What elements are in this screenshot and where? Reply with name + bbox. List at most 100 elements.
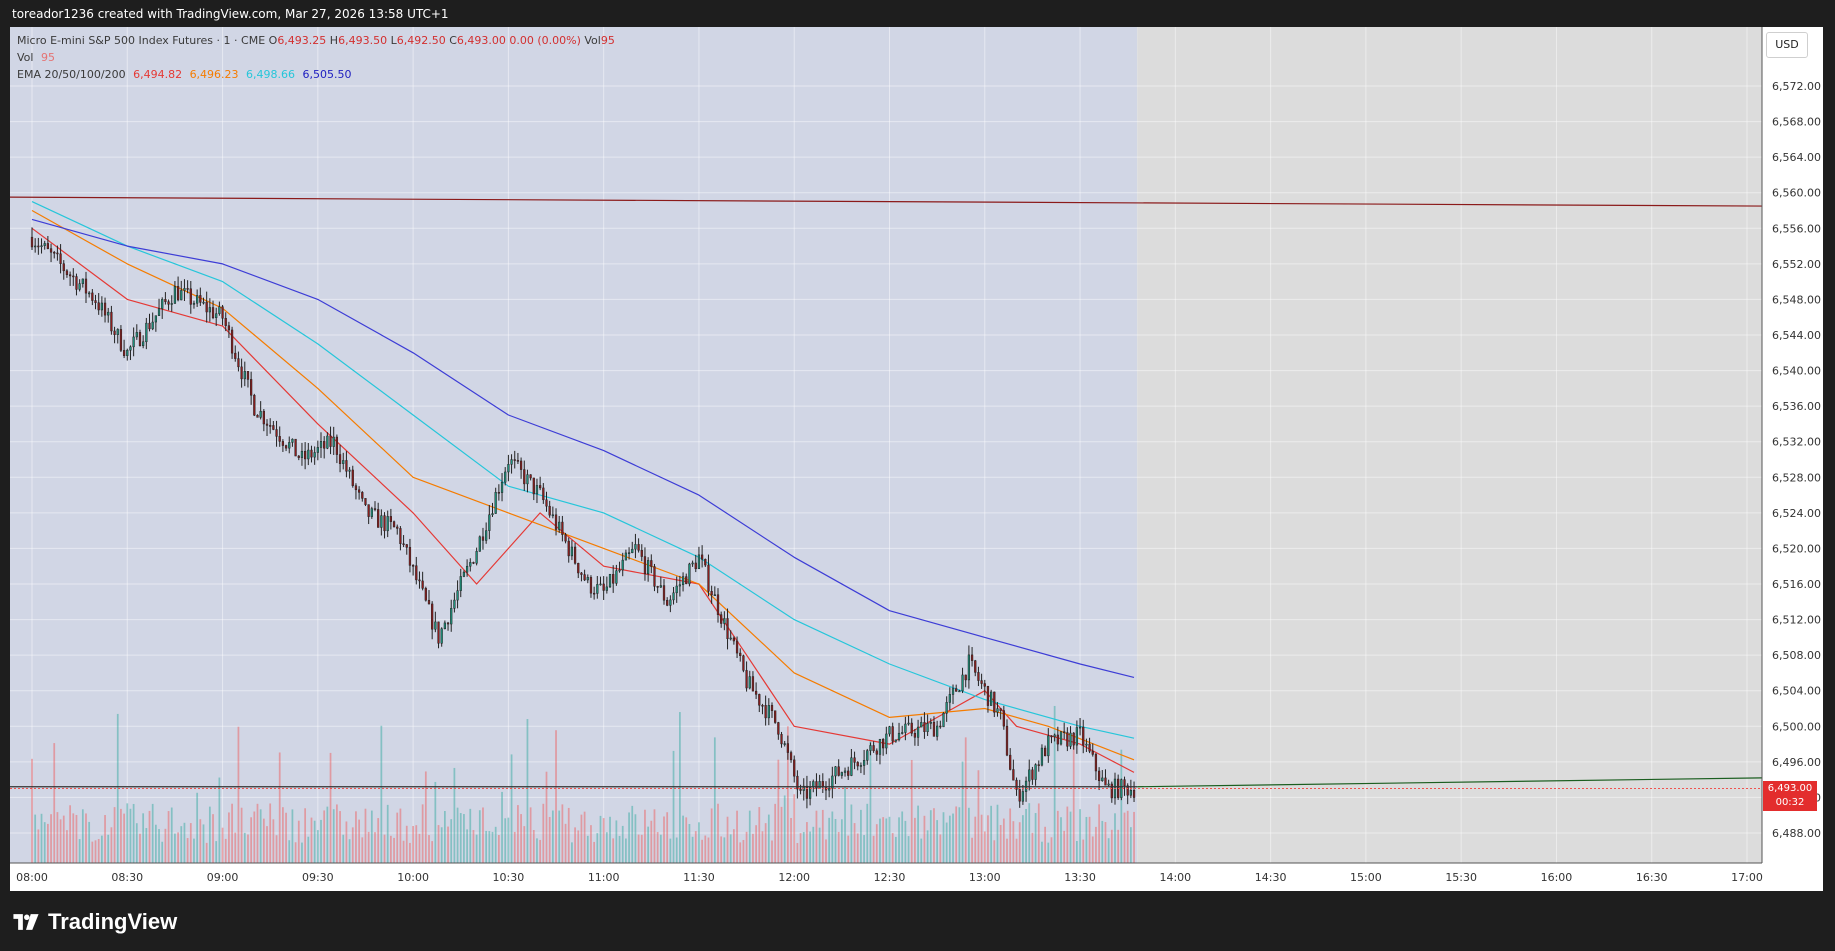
- volume-bar: [783, 795, 786, 863]
- session-shade: [10, 27, 1138, 863]
- legend-volume-row: Vol 95: [17, 49, 615, 66]
- volume-bar: [447, 826, 449, 863]
- volume-bar: [628, 812, 630, 863]
- tradingview-logo[interactable]: TradingView: [10, 905, 177, 939]
- volume-bar: [297, 820, 300, 863]
- volume-bar: [853, 823, 856, 863]
- volume-bar: [1044, 826, 1046, 863]
- x-tick-label: 16:30: [1636, 871, 1668, 884]
- candle-body: [53, 252, 56, 254]
- volume-bar: [488, 831, 491, 863]
- volume-bar: [1101, 820, 1104, 863]
- volume-bar: [351, 827, 354, 863]
- x-tick-label: 09:00: [207, 871, 239, 884]
- volume-bar: [193, 838, 195, 863]
- symbol-name[interactable]: Micro E-mini S&P 500 Index Futures · 1 ·…: [17, 34, 266, 47]
- candle-body: [456, 590, 459, 601]
- candle-body: [157, 308, 161, 316]
- volume-bar: [1012, 821, 1015, 863]
- candle-body: [294, 438, 297, 457]
- candle-body: [1028, 769, 1031, 782]
- volume-bar: [901, 811, 904, 863]
- candle-body: [990, 691, 993, 706]
- candle-body: [300, 450, 304, 458]
- volume-bar: [409, 842, 411, 863]
- candle-body: [364, 498, 367, 505]
- candle-body: [1047, 735, 1050, 757]
- candle-body: [488, 514, 491, 531]
- x-tick-label: 14:00: [1159, 871, 1191, 884]
- volume-bar: [815, 810, 818, 863]
- candle-body: [1088, 743, 1091, 752]
- volume-bar: [802, 832, 805, 863]
- volume-bar: [294, 842, 297, 863]
- candle-body: [84, 278, 88, 294]
- candle-body: [1056, 734, 1059, 745]
- ema-label[interactable]: EMA 20/50/100/200: [17, 68, 126, 81]
- volume-bar: [675, 837, 678, 863]
- volume-bar: [450, 819, 453, 863]
- volume-bar: [958, 807, 961, 863]
- x-tick-label: 11:00: [588, 871, 620, 884]
- ohlc-change: 0.00 (0.00%): [509, 34, 581, 47]
- candle-body: [205, 301, 208, 313]
- volume-bar: [434, 781, 437, 863]
- y-tick-label: 6,516.00: [1772, 578, 1821, 591]
- volume-bar: [790, 817, 792, 863]
- volume-bar: [282, 807, 284, 863]
- candle-body: [964, 674, 967, 681]
- volume-bar: [285, 812, 287, 863]
- candle-body: [307, 449, 310, 460]
- candle-body: [675, 585, 678, 594]
- candle-body: [866, 750, 869, 761]
- volume-bar: [812, 826, 815, 863]
- candle-body: [402, 543, 405, 545]
- volume-bar: [332, 809, 335, 863]
- candle-body: [897, 732, 901, 741]
- volume-bar: [380, 725, 383, 863]
- candle-body: [1005, 725, 1009, 756]
- volume-bar: [1047, 842, 1050, 863]
- volume-bar: [320, 819, 322, 863]
- candle-body: [164, 299, 167, 302]
- candle-body: [872, 745, 875, 752]
- volume-label[interactable]: Vol: [17, 51, 34, 64]
- volume-bar: [316, 830, 319, 863]
- candle-body: [446, 622, 450, 625]
- candle-body: [764, 705, 767, 719]
- volume-bar: [898, 817, 900, 863]
- volume-bar: [396, 812, 399, 863]
- volume-bar: [1123, 812, 1126, 863]
- candle-body: [945, 702, 948, 714]
- currency-button[interactable]: USD: [1766, 32, 1808, 58]
- volume-bar: [964, 737, 967, 863]
- volume-bar: [879, 818, 881, 863]
- volume-bar: [424, 771, 427, 863]
- volume-bar: [605, 832, 608, 863]
- candle-body: [828, 788, 831, 791]
- candle-body: [151, 321, 154, 330]
- x-tick-label: 08:30: [111, 871, 143, 884]
- candle-body: [145, 322, 148, 343]
- candle-body: [129, 346, 132, 351]
- volume-bar: [1015, 838, 1018, 863]
- candle-body: [221, 306, 224, 319]
- price-axis: [1762, 27, 1823, 891]
- volume-bar: [475, 834, 478, 863]
- candle-body: [593, 592, 596, 595]
- ema200-value: 6,505.50: [302, 68, 352, 81]
- candle-body: [392, 521, 396, 528]
- candle-body: [269, 425, 272, 427]
- candle-body: [885, 733, 888, 749]
- volume-bar: [405, 825, 408, 863]
- candle-body: [650, 560, 653, 567]
- candle-body: [599, 583, 602, 586]
- x-tick-label: 09:30: [302, 871, 334, 884]
- candle-body: [643, 556, 647, 575]
- volume-bar: [936, 820, 939, 863]
- volume-bar: [704, 835, 707, 863]
- candle-body: [1104, 777, 1107, 786]
- volume-bar: [478, 810, 481, 863]
- candle-body: [796, 775, 799, 790]
